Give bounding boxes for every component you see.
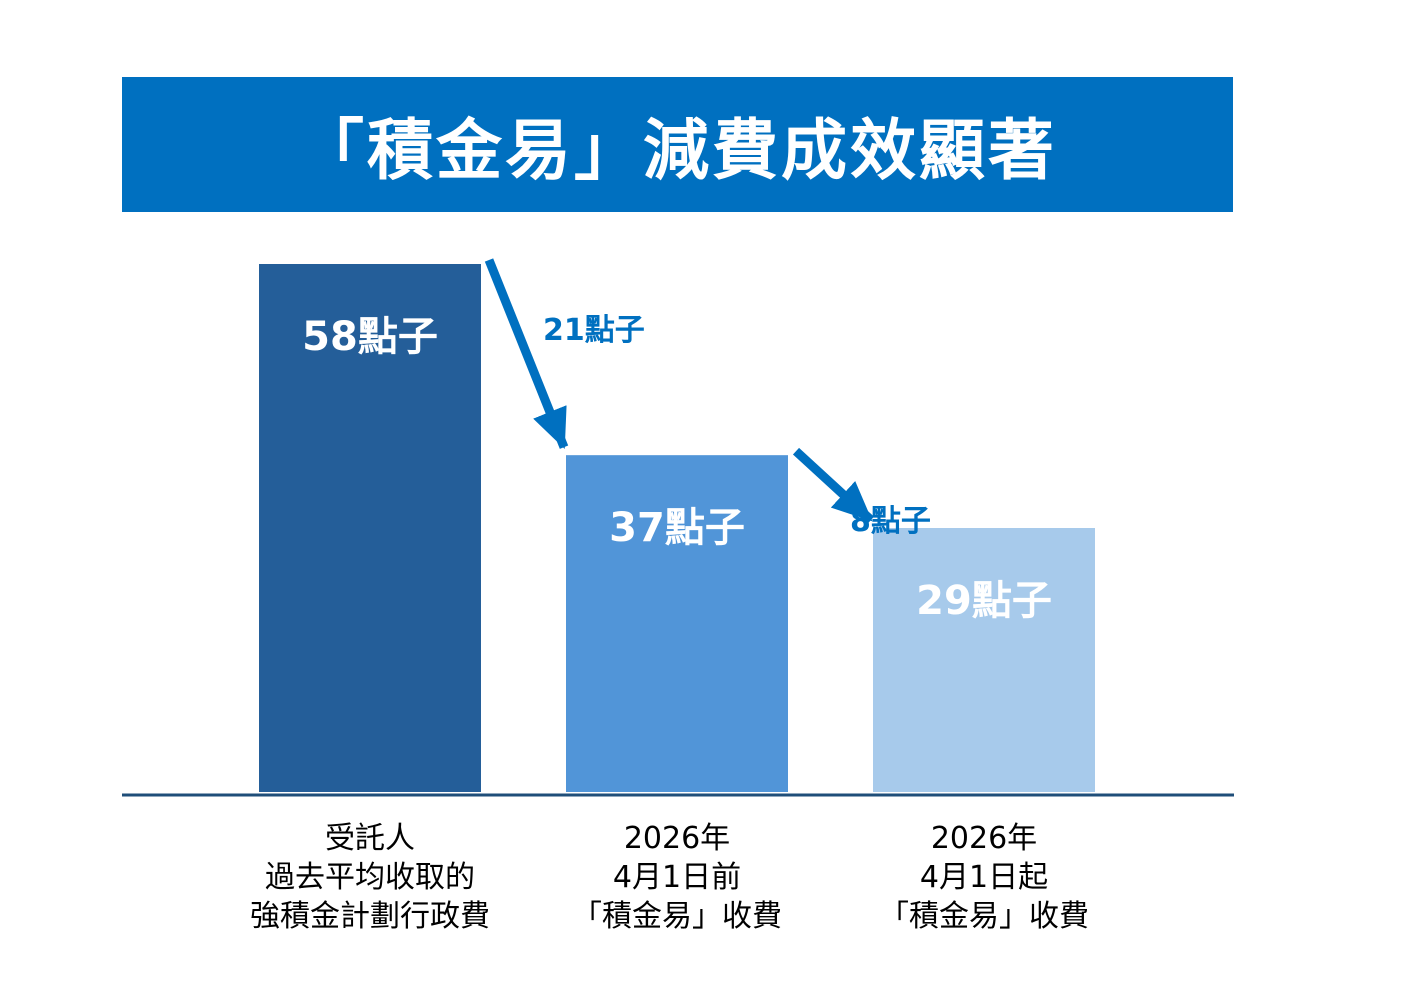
category-label-1-line-2: 過去平均收取的 — [265, 860, 475, 895]
title-banner: 「積金易」減費成效顯著 — [122, 77, 1233, 212]
reduction-arrow-2 — [792, 447, 875, 524]
category-label-3-line-1: 2026年 — [931, 821, 1037, 856]
category-label-2-line-2: 4月1日前 — [613, 860, 741, 895]
bar-value-label-1: 58點子 — [302, 314, 438, 360]
category-label-3-line-2: 4月1日起 — [920, 860, 1048, 895]
bar-1 — [259, 264, 481, 792]
category-label-2-line-1: 2026年 — [624, 821, 730, 856]
category-label-1-line-3: 強積金計劃行政費 — [250, 899, 490, 934]
category-label-3-line-3: 「積金易」收費 — [879, 899, 1089, 934]
bar-value-label-3: 29點子 — [916, 578, 1052, 624]
bar-value-label-2: 37點子 — [609, 505, 745, 551]
reduction-label-1: 21點子 — [543, 313, 645, 348]
category-label-2-line-3: 「積金易」收費 — [572, 899, 782, 934]
reduction-label-2: 8點子 — [850, 504, 931, 539]
bar-3 — [873, 528, 1095, 792]
chart-title: 「積金易」減費成效顯著 — [298, 111, 1057, 189]
category-label-1-line-1: 受託人 — [325, 821, 415, 856]
reduction-arrow-1 — [484, 258, 569, 450]
bar-2 — [566, 455, 788, 792]
